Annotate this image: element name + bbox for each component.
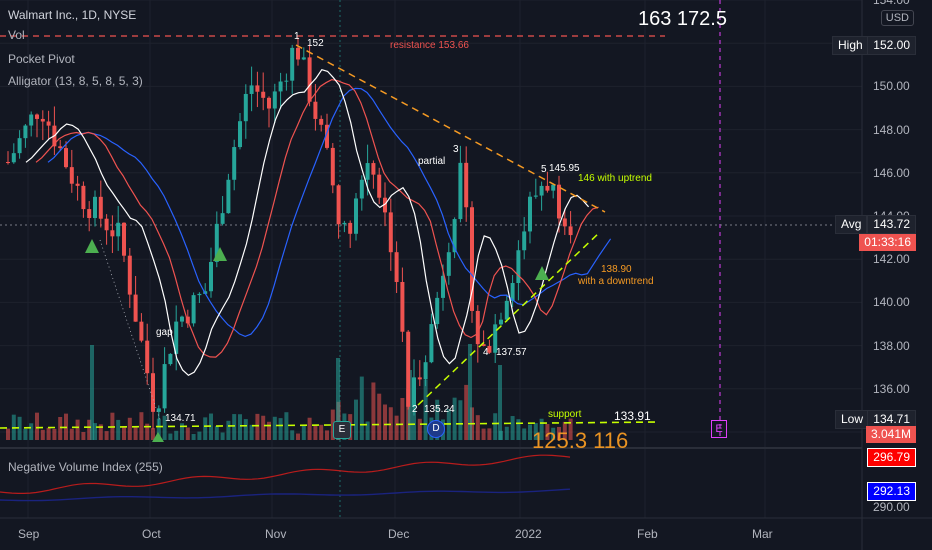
time-tick-label: Nov <box>265 527 287 541</box>
point-1-value: 152 <box>307 38 324 49</box>
downtrend-value: 138.90 <box>601 264 632 275</box>
price-tick-label: 154.00 <box>873 0 910 7</box>
alligator-lines <box>25 69 612 442</box>
time-tick-label: Sep <box>18 527 40 541</box>
indicator-alligator[interactable]: Alligator (13, 8, 5, 8, 5, 3) <box>8 74 143 88</box>
downtrend-label: with a downtrend <box>578 276 654 287</box>
indicator-nvi[interactable]: Negative Volume Index (255) <box>8 460 163 474</box>
low-value-label: 134.71 <box>165 413 196 424</box>
big-number-text: 163 172.5 <box>638 8 727 30</box>
nvi-value-blue: 292.13 <box>867 482 916 501</box>
high-value: 152.00 <box>867 36 916 55</box>
earnings-marker[interactable]: E <box>333 421 351 439</box>
time-tick-label: 2022 <box>515 527 542 541</box>
high-label: High <box>832 36 869 55</box>
point-4-value: 137.57 <box>496 347 527 358</box>
nvi-value-red: 296.79 <box>867 448 916 467</box>
candles <box>6 37 573 430</box>
nvi-axis-tick: 290.00 <box>873 500 910 514</box>
uptrend-label: 146 with uptrend <box>578 173 652 184</box>
price-tick-label: 148.00 <box>873 122 910 137</box>
countdown-timer: 01:33:16 <box>859 234 916 251</box>
point-1-label: 1 <box>294 31 300 42</box>
time-tick-label: Mar <box>752 527 773 541</box>
price-tick-label: 136.00 <box>873 381 910 396</box>
indicator-pocket-pivot[interactable]: Pocket Pivot <box>8 52 75 66</box>
gap-label: gap <box>156 327 173 338</box>
price-tick-label: 146.00 <box>873 165 910 180</box>
support-value: 133.91 <box>614 409 651 423</box>
point-2-label: 2 <box>412 404 418 415</box>
indicator-volume[interactable]: Vol <box>8 28 25 42</box>
point-3-label: 3 <box>453 144 459 155</box>
price-tick-label: 138.00 <box>873 338 910 353</box>
time-tick-label: Feb <box>637 527 658 541</box>
dividend-marker[interactable]: D <box>427 420 445 438</box>
trendlines <box>0 35 665 429</box>
point-4-label: 4 <box>483 347 489 358</box>
symbol-title[interactable]: Walmart Inc., 1D, NYSE <box>8 8 137 22</box>
time-tick-label: Dec <box>388 527 410 541</box>
price-tick-label: 142.00 <box>873 252 910 267</box>
point-5-label: 5 <box>541 164 547 175</box>
avg-value: 143.72 <box>867 215 916 234</box>
partial-label: partial <box>418 156 446 167</box>
price-tick-label: 140.00 <box>873 295 910 310</box>
nvi-lines <box>0 454 571 502</box>
volume-tag: 3.041M <box>865 426 916 443</box>
upcoming-earnings-marker[interactable]: E <box>711 420 727 438</box>
resistance-label: resistance 153.66 <box>390 40 469 51</box>
orange-number-text: 125.3 116 <box>532 428 629 453</box>
point-5-value: 145.95 <box>549 163 580 174</box>
time-tick-label: Oct <box>142 527 161 541</box>
price-tick-label: 150.00 <box>873 79 910 94</box>
low-label: Low <box>835 410 870 429</box>
currency-button[interactable]: USD <box>880 10 914 26</box>
avg-label: Avg <box>835 215 868 234</box>
support-label: support <box>548 409 582 420</box>
point-2-value: 135.24 <box>424 404 455 415</box>
